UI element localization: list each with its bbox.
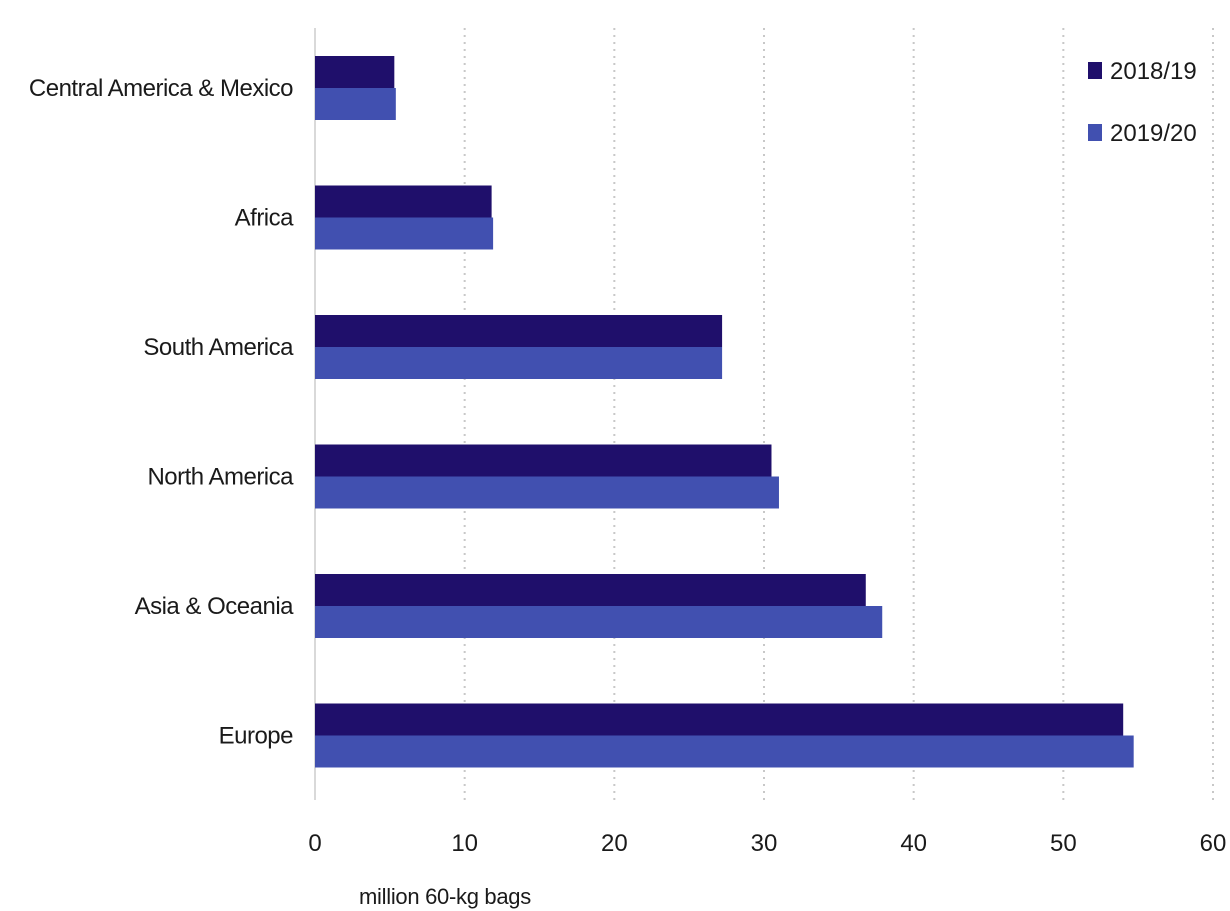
bar-2018-19 xyxy=(315,703,1124,736)
x-tick-label: 60 xyxy=(1200,830,1227,857)
category-label: Europe xyxy=(219,723,294,750)
x-tick-label: 20 xyxy=(601,830,628,857)
grid-lines xyxy=(463,28,1214,800)
x-tick-label: 50 xyxy=(1050,830,1077,857)
bars xyxy=(315,56,1134,768)
bar-2019-20 xyxy=(315,88,396,120)
bar-2018-19 xyxy=(315,574,866,606)
bar-2018-19 xyxy=(315,315,723,347)
bar-2019-20 xyxy=(315,347,723,379)
x-tick-label: 40 xyxy=(900,830,927,857)
legend-label: 2019/20 xyxy=(1110,120,1197,147)
legend-label: 2018/19 xyxy=(1110,58,1197,85)
bar-2019-20 xyxy=(315,735,1134,768)
category-label: Central America & Mexico xyxy=(29,75,293,102)
bar-2019-20 xyxy=(315,217,494,250)
category-labels: Central America & Mexico Africa South Amer… xyxy=(29,75,295,750)
legend: 2018/19 2019/20 xyxy=(1088,58,1197,147)
legend-swatch xyxy=(1088,62,1102,79)
bar-2019-20 xyxy=(315,476,779,509)
x-tick-label: 0 xyxy=(308,830,321,857)
x-tick-label: 30 xyxy=(751,830,778,857)
x-tick-labels: 0 10 20 30 40 50 60 xyxy=(308,830,1226,857)
category-label: North America xyxy=(147,464,294,491)
category-label: Africa xyxy=(235,205,295,232)
bar-2019-20 xyxy=(315,606,883,638)
bar-2018-19 xyxy=(315,444,772,477)
x-axis-title: million 60-kg bags xyxy=(359,884,531,909)
bar-2018-19 xyxy=(315,56,395,88)
x-tick-label: 10 xyxy=(451,830,478,857)
category-label: South America xyxy=(143,334,294,361)
category-label: Asia & Oceania xyxy=(135,593,295,620)
bar-2018-19 xyxy=(315,185,492,218)
legend-swatch xyxy=(1088,124,1102,141)
